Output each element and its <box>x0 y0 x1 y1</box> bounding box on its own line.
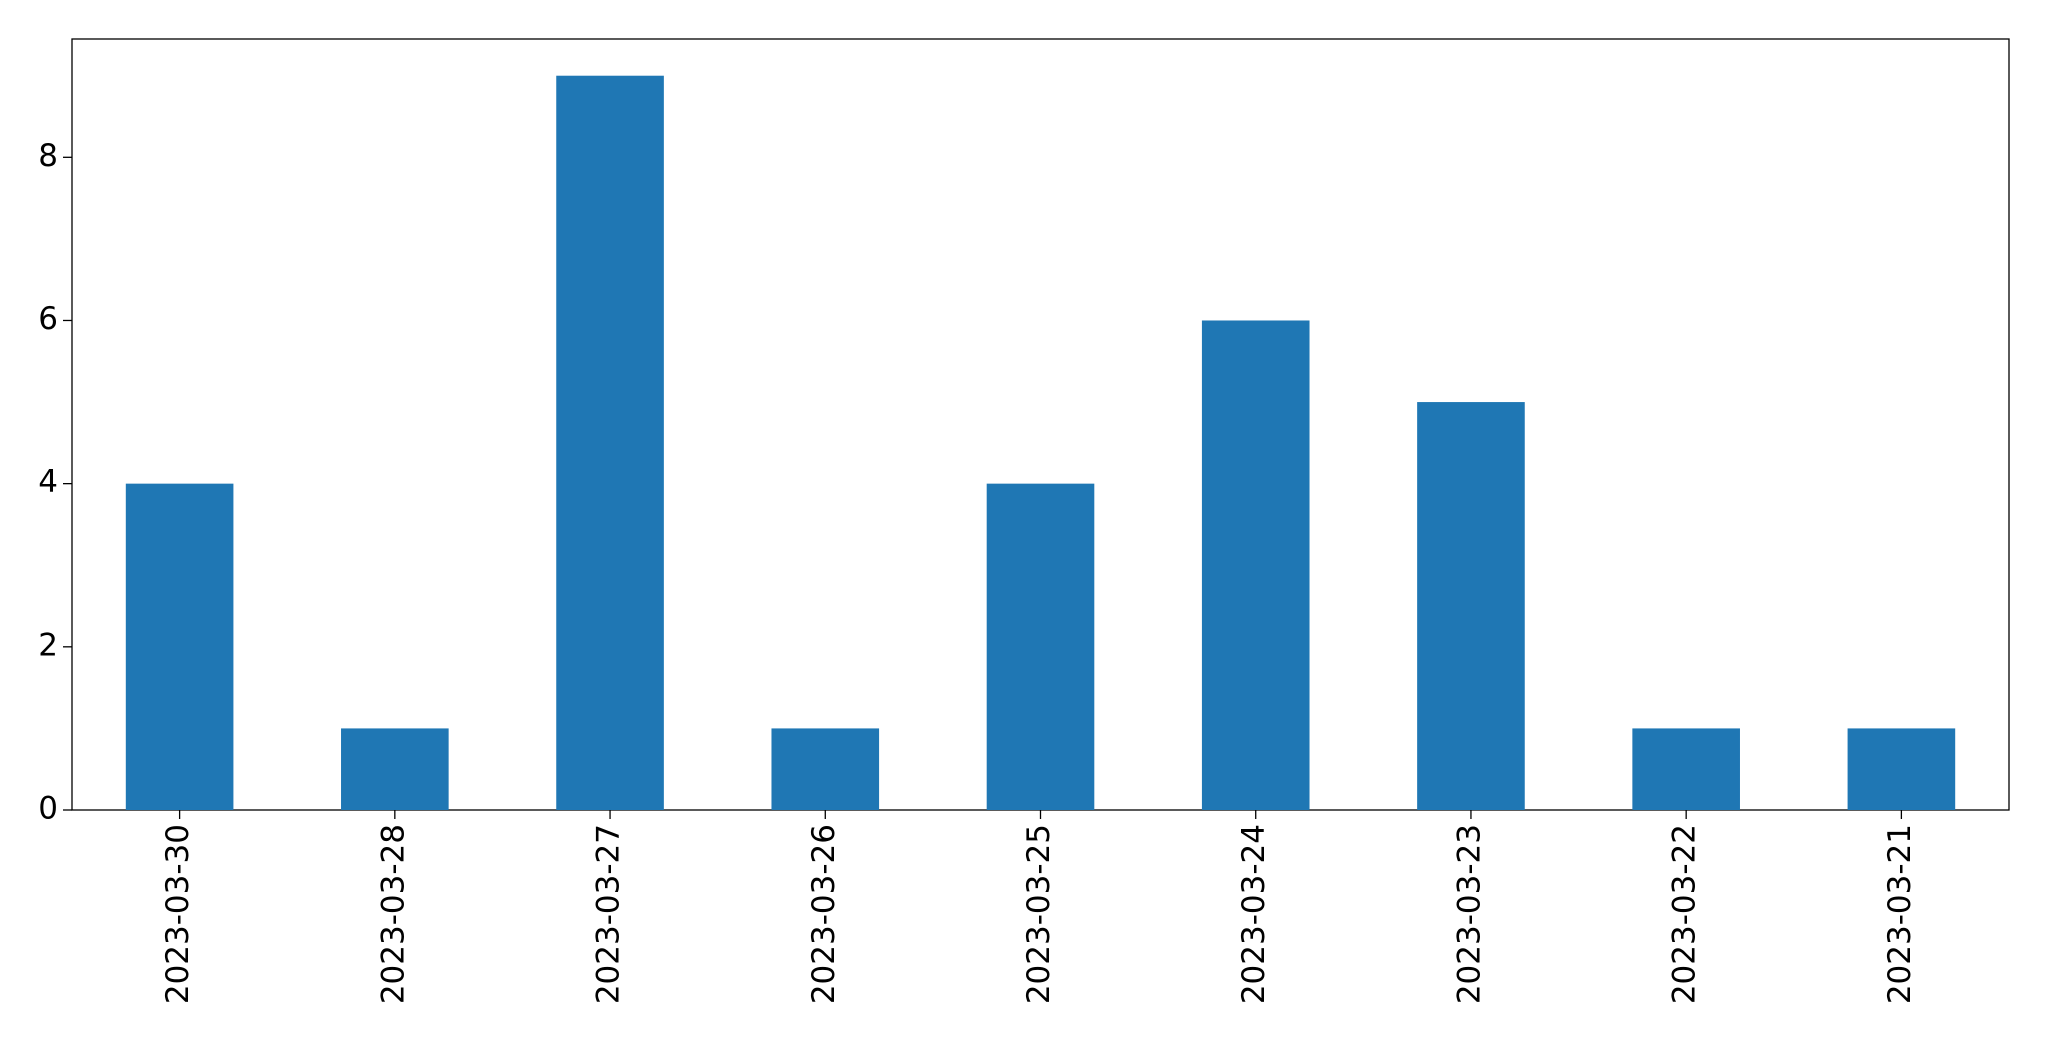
x-tick-label: 2023-03-23 <box>1451 824 1487 1004</box>
x-tick-label: 2023-03-21 <box>1882 824 1918 1004</box>
bar <box>341 728 449 810</box>
y-tick-label: 6 <box>38 301 58 337</box>
bar <box>1417 402 1525 810</box>
x-tick-label: 2023-03-22 <box>1667 824 1703 1004</box>
y-tick-label: 0 <box>38 791 58 827</box>
bar <box>556 75 664 810</box>
bar <box>986 483 1095 810</box>
x-tick-label: 2023-03-24 <box>1236 824 1272 1004</box>
bar <box>1847 728 1956 810</box>
y-tick-label: 4 <box>38 464 58 500</box>
x-tick-label: 2023-03-27 <box>591 824 627 1004</box>
x-tick-label: 2023-03-25 <box>1021 824 1057 1004</box>
x-tick-label: 2023-03-30 <box>160 824 196 1004</box>
bar <box>125 483 234 810</box>
x-tick-label: 2023-03-28 <box>375 824 411 1004</box>
bar <box>1201 320 1310 810</box>
bar <box>771 728 880 810</box>
y-tick-label: 2 <box>38 627 58 663</box>
bar <box>1632 728 1740 810</box>
x-tick-label: 2023-03-26 <box>806 824 842 1004</box>
y-tick-label: 8 <box>38 138 58 174</box>
